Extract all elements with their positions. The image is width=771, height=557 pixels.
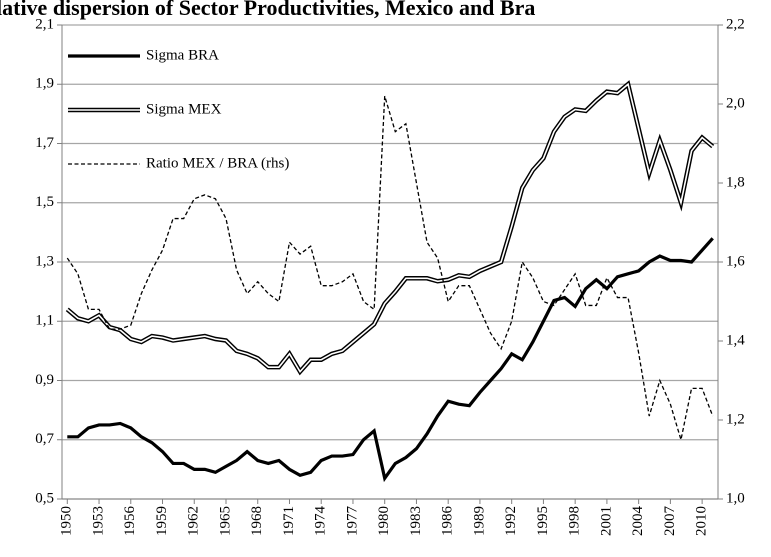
y-tick-label: 2,1 <box>35 16 54 32</box>
x-tick-label: 2004 <box>630 506 646 537</box>
x-tick-label: 2007 <box>662 506 678 537</box>
line-inner <box>66 82 714 373</box>
legend-label: Sigma BRA <box>146 47 219 63</box>
x-tick-label: 2010 <box>694 506 710 536</box>
y2-tick-label: 2,2 <box>726 16 745 32</box>
x-tick-label: 1989 <box>471 506 487 536</box>
y2-tick-label: 1,0 <box>726 490 745 506</box>
x-tick-label: 1992 <box>503 506 519 536</box>
y2-tick-label: 1,8 <box>726 174 745 190</box>
legend-label: Sigma MEX <box>146 101 222 117</box>
y-tick-label: 0,9 <box>35 372 54 388</box>
x-tick-label: 1959 <box>154 506 170 536</box>
y-tick-label: 0,7 <box>35 431 54 447</box>
legend-label: Ratio MEX / BRA (rhs) <box>146 155 289 171</box>
x-tick-label: 1980 <box>376 506 392 536</box>
y2-tick-label: 1,6 <box>726 253 745 269</box>
y2-tick-label: 1,2 <box>726 411 745 427</box>
y-tick-label: 1,7 <box>35 135 54 151</box>
x-tick-label: 1995 <box>535 506 551 536</box>
x-tick-label: 1998 <box>567 506 583 536</box>
x-tick-label: 1977 <box>344 506 360 537</box>
legend-bg <box>142 153 332 175</box>
x-tick-label: 1953 <box>90 506 106 536</box>
line <box>67 237 714 483</box>
y-tick-label: 1,5 <box>35 194 54 210</box>
x-tick-label: 1968 <box>249 506 265 536</box>
y-tick-label: 1,3 <box>35 253 54 269</box>
line <box>66 95 714 440</box>
y2-tick-label: 2,0 <box>726 95 745 111</box>
y-tick-label: 1,1 <box>35 313 54 329</box>
x-tick-label: 1986 <box>440 506 456 537</box>
legend-bg <box>142 99 332 121</box>
x-tick-label: 1974 <box>313 506 329 537</box>
y2-tick-label: 1,4 <box>726 332 745 348</box>
x-tick-label: 1956 <box>122 506 138 537</box>
y-tick-label: 1,9 <box>35 76 54 92</box>
legend-bg <box>142 45 332 67</box>
x-tick-label: 1950 <box>59 506 75 536</box>
x-tick-label: 1983 <box>408 506 424 536</box>
x-tick-label: 1971 <box>281 506 297 536</box>
chart-title: lative dispersion of Sector Productiviti… <box>0 0 535 20</box>
y-tick-label: 0,5 <box>35 490 54 506</box>
x-tick-label: 1962 <box>186 506 202 536</box>
x-tick-label: 2001 <box>598 506 614 536</box>
x-tick-label: 1965 <box>217 506 233 536</box>
